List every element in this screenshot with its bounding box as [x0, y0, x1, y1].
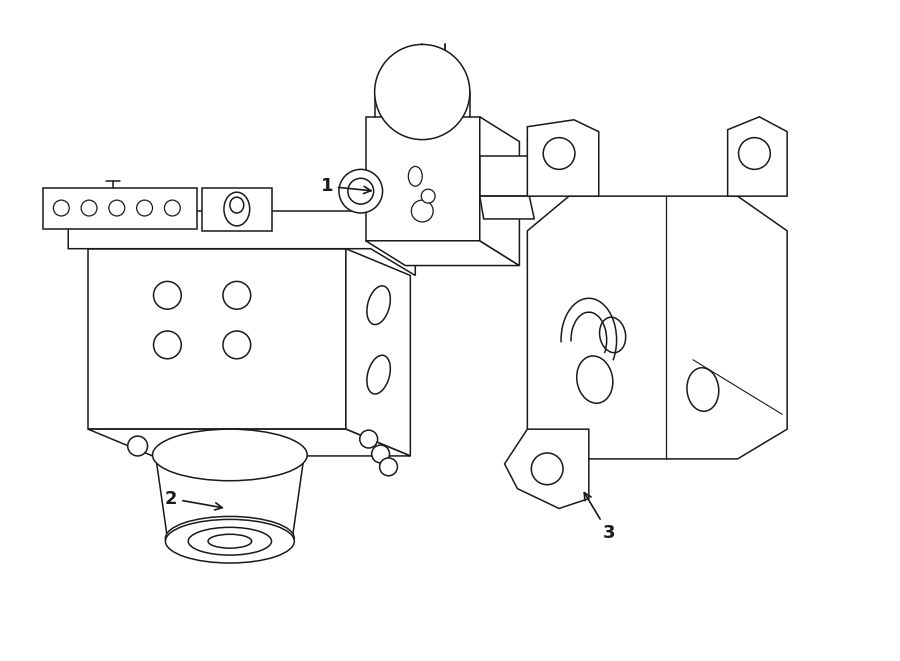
Polygon shape [43, 188, 197, 229]
Polygon shape [727, 117, 788, 196]
Ellipse shape [339, 169, 382, 213]
Ellipse shape [152, 429, 307, 481]
Ellipse shape [411, 200, 433, 222]
Ellipse shape [224, 192, 249, 226]
Ellipse shape [109, 200, 125, 216]
Ellipse shape [137, 200, 152, 216]
Ellipse shape [599, 317, 625, 353]
Ellipse shape [81, 200, 97, 216]
Ellipse shape [128, 436, 148, 456]
Text: 3: 3 [584, 492, 615, 542]
Text: 1: 1 [320, 177, 371, 195]
Ellipse shape [154, 282, 181, 309]
Ellipse shape [53, 200, 69, 216]
Polygon shape [346, 249, 410, 456]
Ellipse shape [166, 520, 294, 563]
Polygon shape [88, 429, 410, 456]
Ellipse shape [372, 445, 390, 463]
Ellipse shape [154, 331, 181, 359]
Polygon shape [527, 196, 788, 459]
Ellipse shape [208, 534, 252, 548]
Polygon shape [365, 241, 519, 266]
Ellipse shape [165, 200, 180, 216]
Ellipse shape [380, 458, 398, 476]
Polygon shape [202, 188, 272, 231]
Ellipse shape [230, 197, 244, 213]
Ellipse shape [348, 178, 374, 204]
Ellipse shape [739, 137, 770, 169]
Ellipse shape [223, 331, 251, 359]
Ellipse shape [409, 167, 422, 186]
Ellipse shape [360, 430, 378, 448]
Polygon shape [505, 429, 589, 508]
Polygon shape [88, 249, 346, 429]
Ellipse shape [687, 368, 719, 411]
Polygon shape [480, 157, 535, 196]
Polygon shape [365, 117, 480, 241]
Text: 2: 2 [165, 490, 222, 510]
Ellipse shape [577, 356, 613, 403]
Ellipse shape [367, 286, 391, 325]
Polygon shape [480, 117, 519, 266]
Polygon shape [68, 211, 415, 276]
Ellipse shape [544, 137, 575, 169]
Ellipse shape [188, 527, 272, 555]
Ellipse shape [531, 453, 563, 485]
Polygon shape [527, 120, 598, 196]
Ellipse shape [367, 355, 391, 394]
Ellipse shape [166, 516, 294, 560]
Ellipse shape [421, 189, 435, 203]
Ellipse shape [223, 282, 251, 309]
Ellipse shape [374, 44, 470, 139]
Polygon shape [480, 196, 535, 219]
